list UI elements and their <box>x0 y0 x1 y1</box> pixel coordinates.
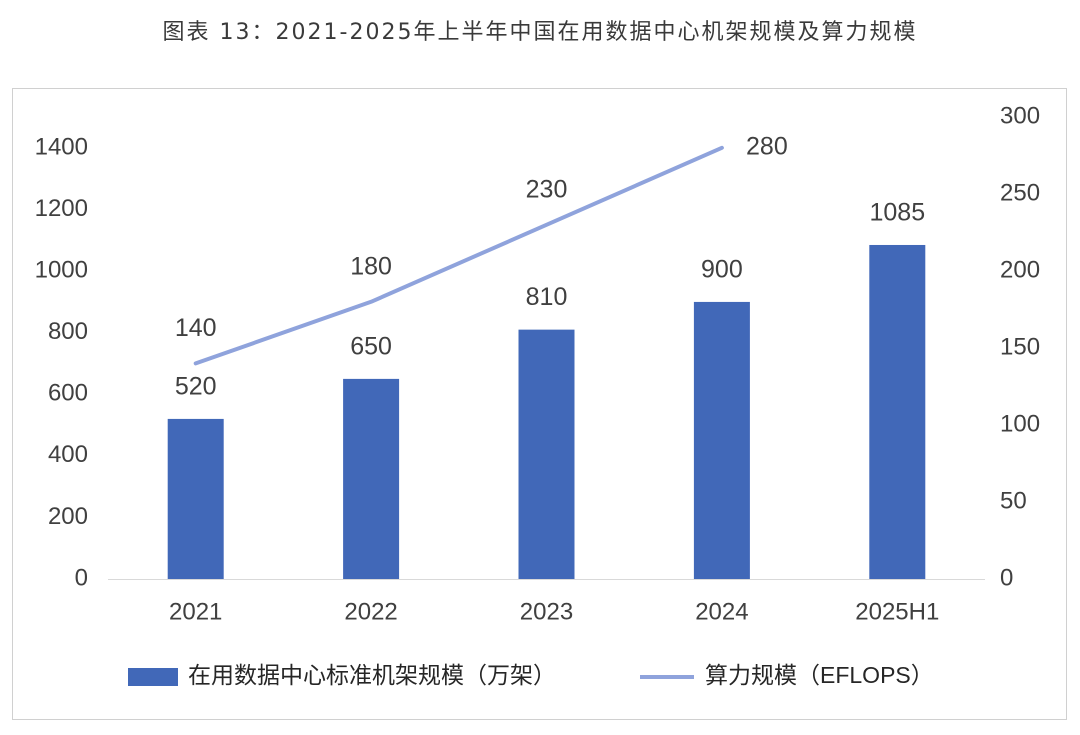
bar-data-label: 900 <box>701 256 743 284</box>
bar <box>343 378 400 579</box>
line-layer <box>193 145 724 366</box>
bar-data-label: 1085 <box>869 199 925 227</box>
legend-bar-swatch <box>128 668 178 686</box>
bars-layer <box>167 244 926 579</box>
bar-data-label: 520 <box>175 373 217 401</box>
bar <box>518 329 575 579</box>
y-left-tick-label: 400 <box>48 441 88 468</box>
x-tick-label: 2024 <box>695 598 748 625</box>
x-tick-label: 2025H1 <box>855 598 939 625</box>
y-left-tick-label: 0 <box>75 564 88 591</box>
x-tick-label: 2021 <box>169 598 222 625</box>
bar <box>167 418 224 579</box>
y-left-tick-label: 800 <box>48 318 88 345</box>
y-right-tick-label: 0 <box>1000 564 1013 591</box>
y-right-tick-label: 200 <box>1000 256 1040 283</box>
y-left-tick-label: 600 <box>48 380 88 407</box>
line-data-label: 280 <box>746 132 788 160</box>
line-data-label: 180 <box>350 252 392 280</box>
labels-layer: 520 650 810 900 1085 140 180 230 280 <box>175 132 925 400</box>
line-data-label: 140 <box>175 314 217 342</box>
y-left-tick-label: 1400 <box>35 133 88 160</box>
chart-frame <box>12 88 1067 720</box>
bar-data-label: 650 <box>350 333 392 361</box>
legend-bar-label: 在用数据中心标准机架规模（万架） <box>188 662 556 688</box>
line-series <box>193 145 724 366</box>
y-right-tick-label: 300 <box>1000 102 1040 129</box>
y-left-tick-label: 200 <box>48 503 88 530</box>
line-data-label: 230 <box>526 175 568 203</box>
y-left-tick-label: 1000 <box>35 256 88 283</box>
bar-data-label: 810 <box>526 283 568 311</box>
x-tick-label: 2022 <box>344 598 397 625</box>
y-left-tick-label: 1200 <box>35 195 88 222</box>
legend: 在用数据中心标准机架规模（万架） 算力规模（EFLOPS） <box>128 662 934 688</box>
y-right-tick-label: 100 <box>1000 410 1040 437</box>
chart-title: 图表 13：2021-2025年上半年中国在用数据中心机架规模及算力规模 <box>162 20 918 45</box>
bar <box>869 244 926 579</box>
y-right-tick-label: 150 <box>1000 333 1040 360</box>
axes-layer: 0 200 400 600 800 1000 1200 1400 0 50 100 150 200 250… <box>35 102 1040 625</box>
y-right-tick-label: 250 <box>1000 179 1040 206</box>
bar <box>693 301 750 579</box>
y-right-tick-label: 50 <box>1000 487 1027 514</box>
legend-line-label: 算力规模（EFLOPS） <box>705 662 934 688</box>
x-tick-label: 2023 <box>520 598 573 625</box>
